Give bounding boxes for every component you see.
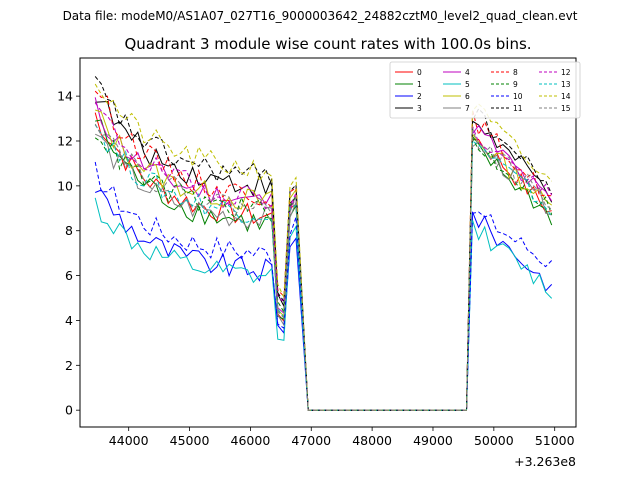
- axes-frame: [79, 57, 577, 428]
- y-axis: 0 2 4 6 8 10 12 14: [57, 89, 80, 418]
- x-tick-label: 51000: [535, 433, 575, 448]
- legend-label-0: 0: [417, 68, 422, 77]
- series-layer: [94, 76, 553, 411]
- series-line-13: [94, 124, 553, 411]
- legend-label-2: 2: [417, 92, 422, 101]
- legend-label-10: 10: [513, 92, 523, 101]
- legend-label-13: 13: [561, 80, 571, 89]
- x-tick-label: 50000: [474, 433, 514, 448]
- x-offset-label: +3.263e8: [514, 454, 576, 469]
- x-tick-label: 46000: [231, 433, 271, 448]
- x-axis: 44000 45000 46000 47000 48000 49000 50000 51000: [109, 427, 575, 448]
- legend-label-5: 5: [465, 80, 470, 89]
- y-tick-label: 2: [65, 358, 73, 373]
- y-tick-label: 0: [65, 403, 73, 418]
- y-tick-label: 10: [57, 178, 73, 193]
- legend-label-14: 14: [561, 92, 571, 101]
- series-line-15: [94, 123, 552, 411]
- legend-label-9: 9: [513, 80, 518, 89]
- x-tick-label: 44000: [109, 433, 149, 448]
- series-line-9: [94, 137, 553, 411]
- y-tick-label: 8: [65, 223, 73, 238]
- chart-suptitle: Data file: modeM0/AS1A07_027T16_90000036…: [63, 9, 578, 23]
- legend-label-3: 3: [417, 104, 422, 113]
- legend-label-7: 7: [465, 104, 470, 113]
- legend-label-4: 4: [465, 68, 470, 77]
- y-tick-label: 6: [65, 268, 73, 283]
- chart-title: Quadrant 3 module wise count rates with …: [124, 35, 531, 53]
- legend-label-8: 8: [513, 68, 518, 77]
- y-tick-label: 12: [57, 133, 73, 148]
- x-tick-label: 48000: [352, 433, 392, 448]
- legend-box: [389, 61, 581, 119]
- legend-label-1: 1: [417, 80, 422, 89]
- legend-label-11: 11: [513, 104, 523, 113]
- x-tick-label: 45000: [170, 433, 210, 448]
- y-tick-label: 14: [57, 89, 73, 104]
- legend-label-6: 6: [465, 92, 470, 101]
- legend-label-15: 15: [561, 104, 571, 113]
- y-tick-label: 4: [65, 313, 73, 328]
- x-tick-label: 47000: [291, 433, 331, 448]
- legend-label-12: 12: [561, 68, 571, 77]
- x-tick-label: 49000: [413, 433, 453, 448]
